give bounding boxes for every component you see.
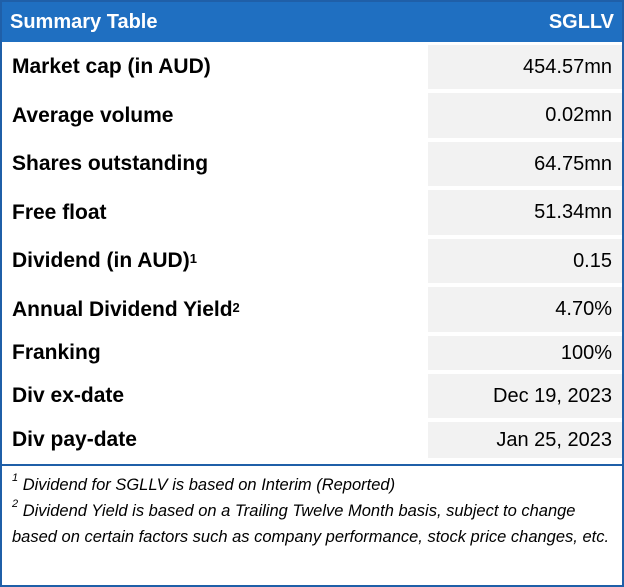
footnote-1: 1 Dividend for SGLLV is based on Interim… (12, 472, 614, 498)
row-value: 4.70% (428, 287, 622, 332)
ticker-symbol: SGLLV (548, 10, 614, 33)
footnote-marker: 2 (12, 497, 19, 510)
row-label: Franking (2, 336, 428, 370)
table-row: Div pay-date Jan 25, 2023 (2, 422, 622, 462)
row-value: Jan 25, 2023 (428, 422, 622, 458)
row-value: 100% (428, 336, 622, 370)
row-label-text: Div pay-date (12, 428, 137, 451)
footnote-marker: 1 (12, 471, 19, 484)
footnotes: 1 Dividend for SGLLV is based on Interim… (2, 464, 622, 585)
table-header: Summary Table SGLLV (2, 2, 622, 45)
table-row: Div ex-date Dec 19, 2023 (2, 374, 622, 422)
footnote-text: Dividend Yield is based on a Trailing Tw… (12, 502, 610, 546)
row-label: Market cap (in AUD) (2, 45, 428, 89)
row-value: 51.34mn (428, 190, 622, 235)
row-label-text: Annual Dividend Yield (12, 297, 233, 321)
table-title: Summary Table (10, 10, 158, 33)
table-row: Dividend (in AUD) 1 0.15 (2, 239, 622, 287)
row-label: Dividend (in AUD) 1 (12, 249, 197, 272)
row-value: 454.57mn (428, 45, 622, 89)
row-label-text: Div ex-date (12, 384, 125, 407)
row-value: 0.15 (428, 239, 622, 283)
row-value: Dec 19, 2023 (428, 374, 622, 418)
table-row: Annual Dividend Yield 2 4.70% (2, 287, 622, 336)
row-label: Average volume (2, 93, 428, 138)
row-label: Annual Dividend Yield 2 (12, 297, 240, 321)
row-value: 64.75mn (428, 142, 622, 186)
row-label: Free float (2, 190, 428, 235)
row-label-text: Franking (12, 341, 101, 364)
row-label: Shares outstanding (2, 142, 428, 186)
table-row: Average volume 0.02mn (2, 93, 622, 142)
footnote-2: 2 Dividend Yield is based on a Trailing … (12, 498, 614, 550)
row-label-text: Shares outstanding (12, 152, 209, 175)
footnote-text: Dividend for SGLLV is based on Interim (… (22, 476, 396, 494)
table-row: Shares outstanding 64.75mn (2, 142, 622, 190)
row-label-text: Average volume (12, 103, 174, 127)
row-value: 0.02mn (428, 93, 622, 138)
row-label-text: Free float (12, 200, 107, 224)
table-row: Market cap (in AUD) 454.57mn (2, 45, 622, 93)
row-label: Div pay-date (2, 422, 428, 458)
table-row: Free float 51.34mn (2, 190, 622, 239)
table-row: Franking 100% (2, 336, 622, 374)
row-label-text: Dividend (in AUD) (12, 249, 190, 272)
row-label-text: Market cap (in AUD) (12, 55, 211, 78)
row-label: Div ex-date (2, 374, 428, 418)
table-body: Market cap (in AUD) 454.57mn Average vol… (2, 45, 622, 462)
